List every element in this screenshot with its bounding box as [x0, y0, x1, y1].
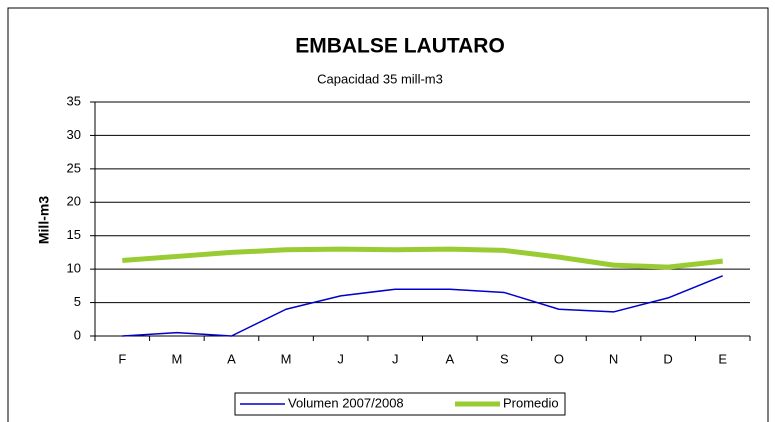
y-tick-label: 25 — [67, 160, 81, 175]
series-line — [122, 275, 723, 337]
y-tick-label: 20 — [67, 194, 81, 209]
x-tick-label: A — [445, 351, 454, 366]
x-tick-label: N — [609, 351, 618, 366]
x-tick-label: D — [663, 351, 672, 366]
y-tick-label: 10 — [67, 261, 81, 276]
series-line — [122, 246, 723, 270]
legend-label: Volumen 2007/2008 — [288, 395, 404, 410]
x-tick-label: S — [500, 351, 509, 366]
chart-title: EMBALSE LAUTARO — [295, 35, 505, 58]
x-tick-label: M — [171, 351, 182, 366]
legend-label: Promedio — [503, 395, 559, 410]
x-tick-label: M — [281, 351, 292, 366]
x-tick-label: J — [392, 351, 399, 366]
x-tick-label: J — [337, 351, 344, 366]
chart-border — [7, 7, 769, 422]
y-tick-label: 35 — [67, 93, 81, 108]
x-tick-label: A — [227, 351, 236, 366]
x-tick-label: E — [718, 351, 727, 366]
y-tick-label: 30 — [67, 127, 81, 142]
y-tick-label: 5 — [74, 294, 81, 309]
x-tick-label: O — [554, 351, 564, 366]
y-tick-label: 0 — [74, 327, 81, 342]
y-axis-label: Mill-m3 — [36, 196, 52, 244]
y-tick-label: 15 — [67, 227, 81, 242]
legend-box — [234, 392, 566, 416]
chart-subtitle: Capacidad 35 mill-m3 — [317, 71, 443, 86]
x-tick-label: F — [118, 351, 126, 366]
